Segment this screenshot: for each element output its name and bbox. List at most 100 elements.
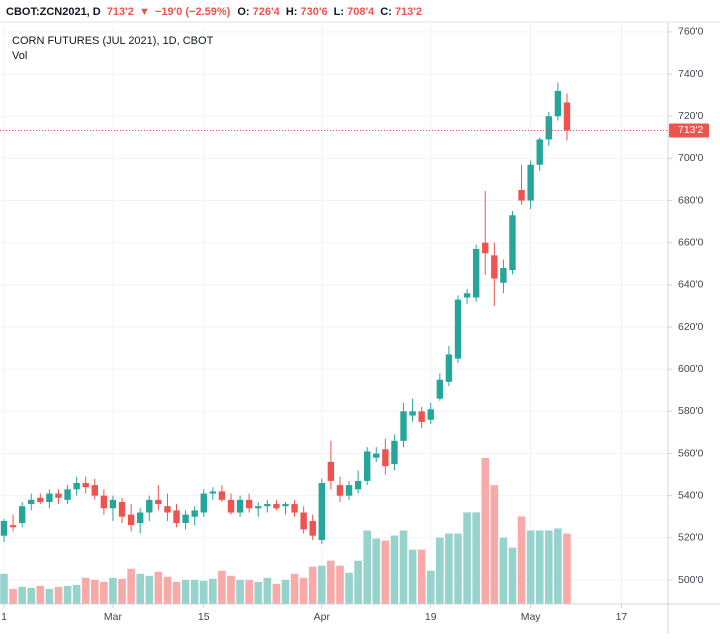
volume-bar	[336, 565, 344, 604]
volume-bar	[18, 586, 26, 604]
volume-bar	[54, 586, 63, 604]
candle-body	[518, 190, 525, 201]
volume-bar	[9, 588, 17, 604]
candle-body	[255, 506, 262, 509]
volume-bar	[254, 581, 263, 604]
volume-bar	[472, 512, 480, 604]
volume-bar	[327, 560, 335, 604]
volume-bar	[100, 581, 108, 604]
candle-body	[282, 504, 289, 507]
chart-title: CORN FUTURES (JUL 2021), 1D, CBOT	[12, 35, 214, 47]
volume-bar	[72, 584, 81, 604]
candle-body	[563, 102, 571, 131]
close-label: C:	[380, 6, 392, 18]
volume-bar	[490, 485, 499, 604]
x-tick-label: Mar	[104, 611, 123, 623]
volume-bar	[245, 579, 253, 604]
candle-body	[18, 506, 26, 524]
candle-body	[345, 485, 353, 496]
candle-body	[482, 242, 489, 254]
candle-body	[509, 215, 516, 271]
candle-body	[209, 491, 217, 494]
candle-body	[491, 255, 498, 279]
candle-body	[200, 493, 207, 513]
candle-body	[245, 499, 253, 509]
volume-bar	[563, 533, 571, 604]
candle-body	[118, 501, 126, 517]
volume-bar	[91, 579, 99, 604]
arrow: ▼	[139, 6, 150, 18]
volume-bar	[272, 583, 281, 604]
y-tick-label: 660'0	[678, 236, 704, 248]
y-tick-label: 740'0	[678, 68, 704, 80]
volume-bar	[445, 533, 453, 604]
low-value: 708'4	[347, 6, 375, 18]
candle-body	[418, 411, 425, 422]
volume-bar	[27, 587, 36, 604]
candle-layer	[0, 82, 571, 545]
candle-body	[137, 512, 144, 524]
volume-bar	[299, 577, 308, 604]
candle-body	[164, 506, 171, 513]
volume-bar	[45, 588, 54, 604]
candle-body	[527, 164, 534, 201]
candle-body	[536, 139, 543, 165]
y-tick-label: 680'0	[678, 194, 704, 206]
volume-bar	[508, 547, 517, 604]
symbol: CBOT:ZCN2021, D	[6, 6, 101, 18]
high-value: 730'6	[301, 6, 328, 18]
y-tick-label: 760'0	[678, 26, 704, 38]
volume-bar	[454, 533, 462, 604]
candle-body	[28, 499, 35, 505]
volume-bar	[145, 575, 154, 604]
x-tick-label: Apr	[314, 611, 331, 623]
volume-bar	[526, 530, 535, 604]
volume-bar	[363, 530, 371, 604]
open-value: 726'4	[253, 6, 281, 18]
volume-bar	[545, 530, 553, 604]
volume-bar	[209, 578, 217, 604]
header-line: CBOT:ZCN2021, D 713'2 ▼ −19'0 (−2.59%) O…	[6, 6, 422, 18]
candle-body	[427, 409, 434, 420]
volume-bar	[354, 560, 362, 604]
volume-bar	[236, 579, 244, 604]
candle-body	[9, 525, 17, 528]
volume-bar	[517, 516, 526, 604]
y-tick-label: 500'0	[678, 574, 704, 586]
candle-body	[182, 514, 189, 524]
candle-body	[463, 293, 471, 298]
volume-bar	[463, 512, 471, 604]
x-tick-label: 15	[198, 611, 210, 623]
candle-body	[336, 485, 344, 496]
volume-bar	[417, 549, 426, 604]
low-label: L:	[334, 6, 344, 18]
candle-body	[354, 480, 362, 490]
volume-bar	[0, 573, 8, 604]
high-label: H:	[286, 6, 298, 18]
volume-bar	[190, 579, 199, 604]
volume-bar	[154, 571, 163, 604]
candle-body	[500, 267, 507, 283]
candle-body	[273, 504, 280, 509]
volume-bar	[436, 537, 444, 604]
candle-body	[409, 411, 416, 416]
x-tick-label: 17	[616, 611, 628, 623]
y-tick-label: 620'0	[678, 321, 704, 333]
candle-body	[64, 489, 71, 500]
volume-bar	[118, 578, 126, 604]
candle-body	[291, 504, 298, 513]
volume-bar	[290, 573, 299, 604]
volume-bar	[381, 540, 390, 604]
y-tick-label: 720'0	[678, 110, 704, 122]
candle-body	[146, 499, 153, 513]
volume-bar	[281, 579, 290, 604]
candle-body	[309, 520, 316, 536]
candle-body	[373, 453, 380, 458]
x-tick-label: 1	[1, 611, 7, 623]
candle-body	[400, 411, 407, 441]
candle-body	[454, 299, 462, 359]
y-tick-label: 640'0	[678, 279, 704, 291]
y-tick-label: 540'0	[678, 489, 704, 501]
